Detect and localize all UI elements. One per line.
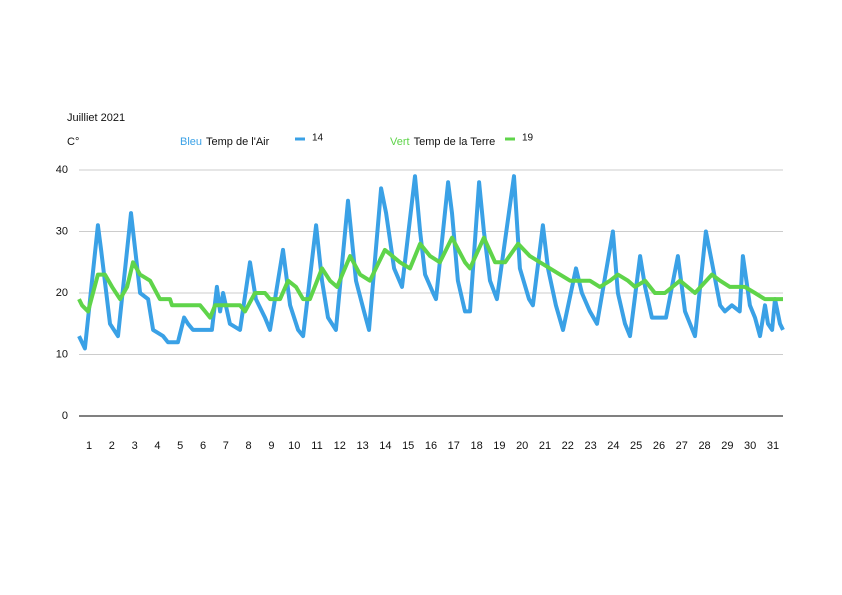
y-tick-label: 30 [56, 225, 68, 237]
x-tick-label: 28 [698, 440, 710, 452]
x-tick-label: 30 [744, 440, 756, 452]
x-tick-label: 9 [268, 440, 274, 452]
x-tick-label: 23 [584, 440, 596, 452]
legend-color-word: Vert [390, 136, 410, 148]
x-tick-label: 3 [132, 440, 138, 452]
chart-title: Juilliet 2021 [67, 112, 125, 124]
x-tick-label: 5 [177, 440, 183, 452]
y-tick-label: 0 [62, 410, 68, 422]
x-tick-label: 4 [154, 440, 160, 452]
legend-value: 14 [312, 133, 324, 144]
x-tick-label: 24 [607, 440, 619, 452]
x-tick-label: 16 [425, 440, 437, 452]
x-tick-label: 21 [539, 440, 551, 452]
x-tick-label: 19 [493, 440, 505, 452]
y-tick-label: 10 [56, 348, 68, 360]
x-tick-label: 26 [653, 440, 665, 452]
x-tick-label: 6 [200, 440, 206, 452]
x-tick-label: 31 [767, 440, 779, 452]
x-tick-label: 7 [223, 440, 229, 452]
x-tick-label: 17 [448, 440, 460, 452]
x-tick-label: 10 [288, 440, 300, 452]
x-tick-label: 18 [470, 440, 482, 452]
legend-color-word: Bleu [180, 136, 202, 148]
series-line [77, 174, 785, 351]
x-tick-label: 12 [334, 440, 346, 452]
x-tick-label: 8 [246, 440, 252, 452]
x-tick-label: 13 [356, 440, 368, 452]
x-tick-label: 14 [379, 440, 391, 452]
x-tick-label: 27 [676, 440, 688, 452]
y-axis-label: C° [67, 136, 79, 148]
x-tick-label: 29 [721, 440, 733, 452]
x-tick-label: 11 [311, 440, 322, 452]
legend-value: 19 [522, 133, 534, 144]
legend-label: Temp de l'Air [206, 136, 270, 148]
y-tick-label: 20 [56, 287, 68, 299]
x-tick-label: 15 [402, 440, 414, 452]
y-tick-label: 40 [56, 164, 68, 176]
x-tick-label: 25 [630, 440, 642, 452]
series-line [77, 235, 783, 320]
x-tick-label: 22 [562, 440, 574, 452]
x-tick-label: 20 [516, 440, 528, 452]
legend-label: Temp de la Terre [414, 136, 496, 148]
x-tick-label: 2 [109, 440, 115, 452]
x-tick-label: 1 [86, 440, 92, 452]
